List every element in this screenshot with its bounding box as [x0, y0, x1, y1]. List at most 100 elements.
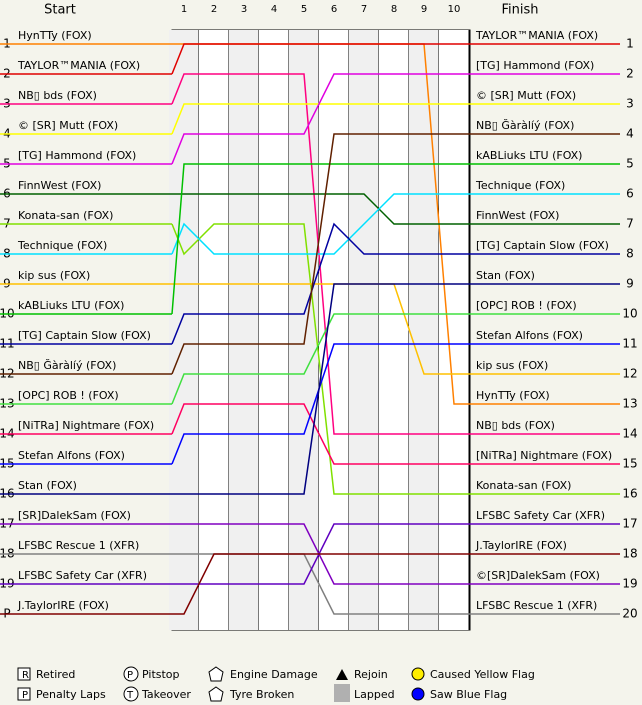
lap-column — [409, 30, 439, 630]
finish-name: [TG] Hammond (FOX) — [476, 59, 594, 72]
legend-icon — [208, 666, 224, 682]
driver-line — [172, 283, 470, 495]
legend-icon — [123, 666, 139, 682]
start-name: LFSBC Safety Car (XFR) — [18, 569, 147, 582]
driver-line — [171, 193, 470, 255]
lap-column — [379, 30, 409, 630]
finish-position: 14 — [622, 427, 637, 441]
finish-name: [TG] Captain Slow (FOX) — [476, 239, 609, 252]
legend-icon — [17, 667, 31, 681]
finish-name: J.TaylorIRE (FOX) — [475, 539, 567, 552]
finish-name: LFSBC Rescue 1 (XFR) — [476, 599, 597, 612]
legend-text: Rejoin — [354, 668, 388, 681]
lap-label: 9 — [421, 4, 427, 15]
finish-name: NB▯ Ğàràlíý (FOX) — [476, 119, 574, 132]
start-name: [TG] Captain Slow (FOX) — [18, 329, 151, 342]
finish-position: 16 — [622, 487, 637, 501]
legend-text: Penalty Laps — [36, 688, 106, 701]
start-name: Konata-san (FOX) — [18, 209, 113, 222]
start-name: [OPC] ROB ! (FOX) — [18, 389, 119, 402]
driver-line — [172, 553, 470, 615]
finish-name: Stan (FOX) — [476, 269, 535, 282]
finish-position: 18 — [622, 547, 637, 561]
finish-position: 3 — [626, 97, 634, 111]
lap-label: 4 — [271, 4, 277, 15]
legend-text: Engine Damage — [230, 668, 318, 681]
finish-name: FinnWest (FOX) — [476, 209, 559, 222]
finish-position: 20 — [622, 607, 637, 621]
lap-label: 7 — [361, 4, 367, 15]
start-name: HynTTy (FOX) — [18, 29, 92, 42]
finish-name: Stefan Alfons (FOX) — [476, 329, 583, 342]
lap-column — [229, 30, 259, 630]
finish-position: 1 — [626, 37, 634, 51]
start-name: TAYLOR™MANIA (FOX) — [17, 59, 140, 72]
finish-name: © [SR] Mutt (FOX) — [476, 89, 576, 102]
start-name: LFSBC Rescue 1 (XFR) — [18, 539, 139, 552]
finish-position: 12 — [622, 367, 637, 381]
legend-icon — [334, 684, 350, 702]
finish-position: 8 — [626, 247, 634, 261]
finish-name: Technique (FOX) — [475, 179, 565, 192]
finish-position: 4 — [626, 127, 634, 141]
legend-icon: R — [22, 670, 29, 681]
finish-name: HynTTy (FOX) — [476, 389, 550, 402]
start-title: Start — [44, 3, 76, 18]
finish-position: 19 — [622, 577, 637, 591]
finish-position: 10 — [622, 307, 637, 321]
start-name: Stefan Alfons (FOX) — [18, 449, 125, 462]
lap-label: 10 — [448, 4, 461, 15]
legend-icon — [208, 686, 224, 702]
start-name: J.TaylorIRE (FOX) — [17, 599, 109, 612]
legend-icon — [336, 669, 348, 680]
start-name: FinnWest (FOX) — [18, 179, 101, 192]
start-name: NB▯ bds (FOX) — [18, 89, 97, 102]
lap-column — [169, 30, 199, 630]
finish-position: 6 — [626, 187, 634, 201]
finish-name: ©[SR]DalekSam (FOX) — [476, 569, 600, 582]
driver-line — [171, 163, 470, 315]
finish-position: 5 — [626, 157, 634, 171]
start-name: Technique (FOX) — [17, 239, 107, 252]
lap-column — [349, 30, 379, 630]
driver-line — [172, 553, 470, 615]
driver-line — [172, 283, 470, 375]
lap-label: 2 — [211, 4, 217, 15]
driver-line — [171, 403, 470, 465]
legend-icon — [123, 686, 139, 702]
driver-line — [171, 223, 470, 495]
plot-area: 1234567891012345678910111213141516171819… — [0, 4, 638, 631]
lap-column — [439, 30, 469, 630]
driver-line — [171, 133, 470, 375]
finish-name: TAYLOR™MANIA (FOX) — [475, 29, 598, 42]
legend-text: Retired — [36, 668, 75, 681]
finish-position: 7 — [626, 217, 634, 231]
lap-label: 1 — [181, 4, 187, 15]
lap-label: 3 — [241, 4, 247, 15]
legend-icon — [411, 687, 425, 701]
driver-line — [171, 313, 470, 405]
lap-column — [319, 30, 349, 630]
start-name: © [SR] Mutt (FOX) — [18, 119, 118, 132]
start-name: NB▯ Ğàràlíý (FOX) — [18, 359, 116, 372]
finish-position: 15 — [622, 457, 637, 471]
legend-text: Pitstop — [142, 668, 180, 681]
finish-name: [NiTRa] Nightmare (FOX) — [476, 449, 612, 462]
finish-name: NB▯ bds (FOX) — [476, 419, 555, 432]
finish-name: [OPC] ROB ! (FOX) — [476, 299, 577, 312]
lap-column — [289, 30, 319, 630]
legend: R Retired P Penalty Laps P Pitstop T Tak… — [17, 666, 535, 702]
legend-icon — [411, 667, 425, 681]
legend-icon: P — [22, 690, 28, 701]
start-name: [SR]DalekSam (FOX) — [18, 509, 131, 522]
legend-icon: T — [126, 690, 134, 701]
driver-line — [171, 222, 470, 345]
lap-label: 5 — [301, 4, 307, 15]
finish-title: Finish — [501, 3, 538, 18]
finish-name: Konata-san (FOX) — [476, 479, 571, 492]
start-name: kABLiuks LTU (FOX) — [18, 299, 124, 312]
start-name: [NiTRa] Nightmare (FOX) — [18, 419, 154, 432]
finish-position: 2 — [626, 67, 634, 81]
finish-position: 17 — [622, 517, 637, 531]
